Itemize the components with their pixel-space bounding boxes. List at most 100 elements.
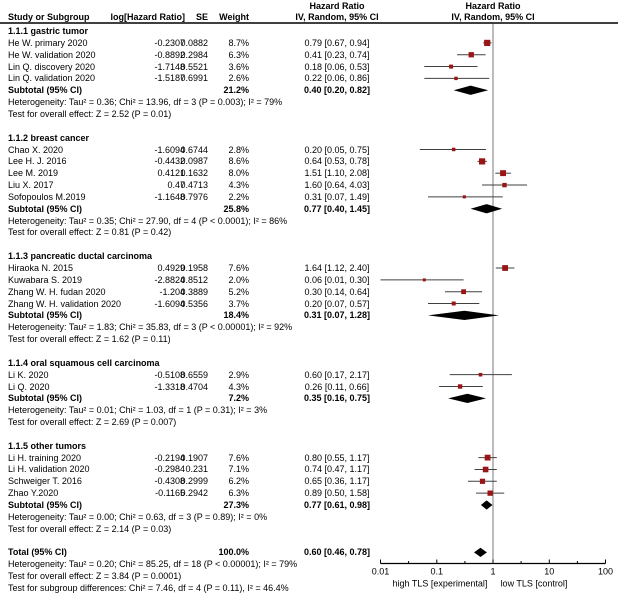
effect-marker [500,170,506,177]
ci-text: 1.60 [0.64, 4.03] [304,180,370,191]
stat-note: Heterogeneity: Tau² = 0.00; Chi² = 0.63,… [8,511,268,522]
subtotal-row: Subtotal (95% CI) 7.2% 0.35 [0.16, 0.75] [0,392,618,404]
stat-note-row: Heterogeneity: Tau² = 0.36; Chi² = 13.96… [0,96,618,108]
stat-note: Heterogeneity: Tau² = 0.35; Chi² = 27.90… [8,215,288,226]
axis-caption-right: low TLS [control] [501,579,568,589]
loghr-value: -0.5108 [154,369,185,380]
se-value: 0.6991 [180,73,208,84]
study-label: Lee M. 2019 [8,168,59,179]
study-label: Li Q. 2020 [8,381,50,392]
ci-text: 0.77 [0.40, 1.45] [303,203,371,214]
group-header-row: 1.1.3 pancreatic ductal carcinoma [0,250,618,262]
effect-marker [482,466,489,473]
group-name: 1.1.5 other tumors [8,440,87,451]
effect-marker [451,301,456,306]
stat-note-row: Test for overall effect: Z = 1.62 (P = 0… [0,333,618,345]
study-label: Liu X. 2017 [8,180,54,191]
weight-value: 6.3% [228,488,249,499]
study-label: Lin Q. discovery 2020 [8,61,96,72]
group-header-row: 1.1.5 other tumors [0,440,618,452]
ci-text: 0.30 [0.14, 0.64] [304,286,370,297]
col-loghr-header: log[Hazard Ratio] [110,12,185,22]
ci-text: 0.40 [0.20, 0.82] [303,85,371,96]
subtotal-diamond [470,204,503,214]
stat-note-row: Test for overall effect: Z = 2.52 (P = 0… [0,108,618,120]
stat-note-row: Heterogeneity: Tau² = 0.20; Chi² = 85.25… [0,558,618,570]
subtotal-row: Subtotal (95% CI) 27.3% 0.77 [0.61, 0.98] [0,499,618,511]
se-value: 0.1632 [180,168,208,179]
ci-text: 0.79 [0.67, 0.94] [304,37,370,48]
weight-value: 5.2% [228,286,249,297]
subtotal-row: Subtotal (95% CI) 18.4% 0.31 [0.07, 1.28] [0,309,618,321]
weight-value: 8.0% [228,168,249,179]
study-label: Li H. training 2020 [8,452,82,463]
effect-marker [422,278,426,282]
stat-note: Test for subgroup differences: Chi² = 7.… [8,582,289,593]
study-label: Li H. validation 2020 [8,464,90,475]
ci-text: 0.20 [0.05, 0.75] [304,144,370,155]
study-label: Hiraoka N. 2015 [8,263,74,273]
effect-marker [462,195,466,199]
ci-text: 0.65 [0.36, 1.17] [304,476,370,487]
effect-marker [484,454,491,461]
weight-value: 2.6% [228,73,249,84]
study-row: Li H. validation 2020 -0.2984 0.231 7.1% 0.7… [0,463,618,475]
weight-value: 6.2% [228,476,249,487]
weight-value: 21.2% [223,85,249,96]
ci-text: 0.26 [0.11, 0.66] [304,381,370,392]
loghr-value: -1.5187 [154,73,185,84]
study-row: Hiraoka N. 2015 0.4929 0.1958 7.6% 1.64 [1.1… [0,262,618,274]
stat-note: Heterogeneity: Tau² = 0.36; Chi² = 13.96… [8,97,283,108]
se-value: 0.5356 [180,298,208,309]
stat-note: Heterogeneity: Tau² = 0.20; Chi² = 85.25… [8,559,298,570]
stat-note-row: Test for overall effect: Z = 2.14 (P = 0… [0,523,618,535]
loghr-value: -2.8824 [154,274,185,285]
stat-note: Test for overall effect: Z = 2.52 (P = 0… [8,108,172,119]
ci-text: 0.80 [0.55, 1.17] [304,452,370,463]
stat-note-row: Heterogeneity: Tau² = 0.01; Chi² = 1.03,… [0,404,618,416]
ci-text: 0.18 [0.06, 0.53] [304,61,370,72]
subtotal-diamond [480,500,493,510]
stat-note-row: Test for subgroup differences: Chi² = 7.… [0,582,618,594]
ci-text: 1.64 [1.12, 2.40] [304,263,370,273]
stat-note: Test for overall effect: Z = 2.69 (P = 0… [8,417,177,428]
ci-text: 0.22 [0.06, 0.86] [304,73,370,84]
loghr-value: -1.1648 [154,191,185,202]
ci-text: 0.31 [0.07, 1.49] [304,191,370,202]
subtotal-label: Subtotal (95% CI) [8,203,83,214]
weight-value: 8.6% [228,156,249,167]
stat-note: Test for overall effect: Z = 3.84 (P = 0… [8,571,182,582]
effect-marker [478,372,483,377]
study-label: Zhang W. H. fudan 2020 [8,286,106,297]
effect-marker [502,265,508,271]
weight-value: 3.6% [228,61,249,72]
loghr-value: -0.4432 [154,156,185,167]
study-label: Lin Q. validation 2020 [8,73,96,84]
ci-text: 0.60 [0.17, 2.17] [304,369,370,380]
effect-marker [479,158,486,165]
stat-note: Heterogeneity: Tau² = 0.01; Chi² = 1.03,… [8,405,268,416]
weight-value: 7.1% [228,464,249,475]
stat-note-row: Test for overall effect: Z = 0.81 (P = 0… [0,226,618,238]
study-row: Sofopoulos M.2019 -1.1648 0.7976 2.2% 0.31 [… [0,191,618,203]
loghr-value: 0.47 [167,180,185,191]
se-value: 0.2942 [180,488,208,499]
se-value: 0.4713 [180,180,208,191]
study-row: Li K. 2020 -0.5108 0.6559 2.9% 0.60 [0.17, 2… [0,369,618,381]
se-value: 0.231 [185,464,208,475]
loghr-value: -1.6094 [154,144,185,155]
subtotal-row: Subtotal (95% CI) 21.2% 0.40 [0.20, 0.82] [0,84,618,96]
loghr-value: 0.4121 [157,168,185,179]
study-label: Kuwabara S. 2019 [8,274,83,285]
loghr-value: -0.8892 [154,49,185,60]
subtotal-diamond [453,85,489,95]
loghr-value: -0.4308 [154,476,185,487]
stat-note-row: Heterogeneity: Tau² = 0.00; Chi² = 0.63,… [0,511,618,523]
study-label: He W. validation 2020 [8,49,96,60]
group-header-row: 1.1.1 gastric tumor [0,25,618,37]
group-name: 1.1.2 breast cancer [8,132,90,143]
study-row: Chao X. 2020 -1.6094 0.6744 2.8% 0.20 [0.05,… [0,144,618,156]
study-row: Lee H. J. 2016 -0.4432 0.0987 8.6% 0.64 [0.5… [0,155,618,167]
weight-value: 27.3% [223,500,249,510]
weight-value: 6.3% [228,49,249,60]
